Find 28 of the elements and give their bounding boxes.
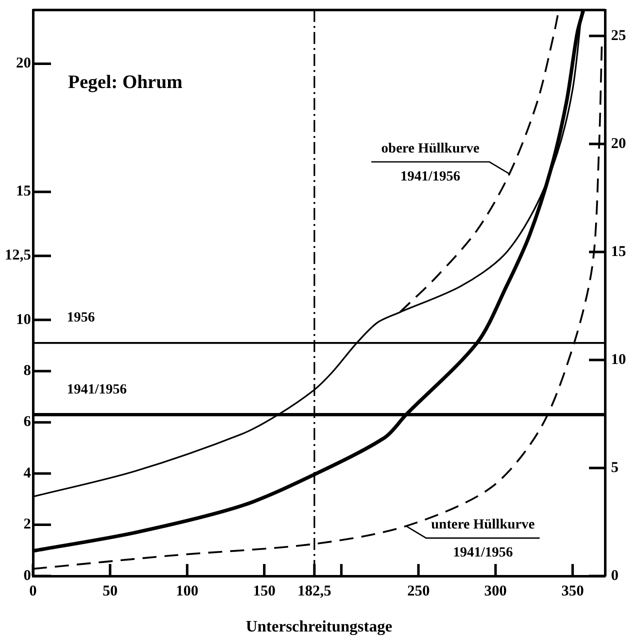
x-tick-label: 50 [102,583,118,600]
y-tick-label: 8 [24,362,31,379]
annotation: obere Hüllkurve 1941/1956 [381,142,480,185]
y-tick-label: 2 [24,516,31,533]
annotation: untere Hüllkurve 1941/1956 [431,518,535,561]
x-tick-label: 250 [407,583,430,600]
x-tick-label: 150 [253,583,276,600]
y2-tick-label: 20 [611,136,626,152]
text: Pegel: Ohrum [68,72,183,93]
x-tick-label: 100 [176,583,198,600]
y-tick-label: 15 [16,184,31,200]
annotation: 1956 [66,310,95,326]
x-axis-title: Unterschreitungstage [246,618,392,636]
y2-tick-label: 25 [611,28,626,44]
y-tick-label: 20 [16,56,31,72]
annotation: 1941/1956 [66,382,127,398]
y2-tick-label: 0 [611,568,618,584]
y-tick-label: 4 [24,465,32,482]
x-tick-label: 182,5 [298,583,332,600]
y-tick-label: 10 [16,312,31,328]
y-tick-label: 6 [24,414,32,430]
x-tick-label: 350 [561,583,584,600]
x-tick-label: 300 [484,583,507,600]
y2-tick-label: 15 [611,244,626,260]
y2-tick-label: 5 [611,460,618,476]
y2-tick-label: 10 [611,352,626,368]
y-tick-label: 12,5 [4,248,31,264]
y-tick-label: 0 [24,568,31,584]
